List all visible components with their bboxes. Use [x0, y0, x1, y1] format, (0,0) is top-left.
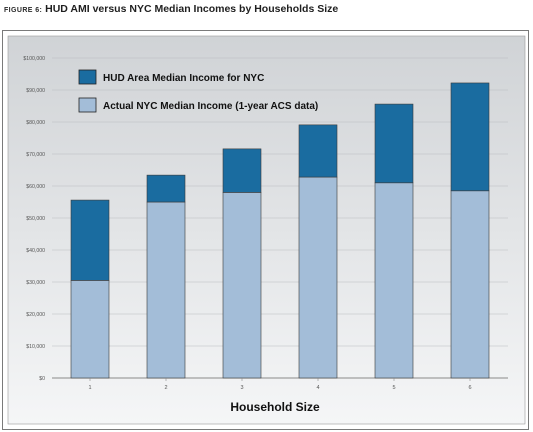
- legend-swatch-hud-ami: [78, 69, 97, 85]
- bar-hud-ami: [450, 82, 490, 192]
- bar-hud-ami: [146, 174, 186, 203]
- x-tick-label: 2: [164, 385, 167, 391]
- x-tick-label: 6: [468, 385, 471, 391]
- legend-swatch-actual-nyc-income: [78, 97, 97, 113]
- figure-number: FIGURE 6:: [4, 7, 43, 14]
- bar-hud-ami: [222, 148, 262, 193]
- y-tick-label: $40,000: [26, 248, 45, 254]
- bar-actual-nyc-income: [374, 182, 414, 379]
- bar-hud-ami: [70, 199, 110, 281]
- y-tick-label: $0: [39, 376, 45, 382]
- y-tick-label: $30,000: [26, 280, 45, 286]
- y-tick-label: $80,000: [26, 120, 45, 126]
- y-tick-labels: $0 $10,000 $20,000 $30,000 $40,000 $50,000 $60…: [23, 56, 45, 382]
- y-tick-label: $10,000: [26, 344, 45, 350]
- bar-actual-nyc-income: [146, 201, 186, 379]
- y-tick-label: $60,000: [26, 184, 45, 190]
- chart-frame: [2, 30, 529, 430]
- x-tick-label: 5: [392, 385, 395, 391]
- bar-actual-nyc-income: [70, 280, 110, 379]
- figure-title-text: HUD AMI versus NYC Median Incomes by Hou…: [45, 3, 339, 15]
- bar-actual-nyc-income: [222, 192, 262, 379]
- y-tick-label: $70,000: [26, 152, 45, 158]
- bar-actual-nyc-income: [450, 190, 490, 379]
- x-tick-label: 3: [240, 385, 243, 391]
- x-tick-label: 1: [88, 385, 91, 391]
- gridlines: [52, 57, 508, 379]
- x-tick-label: 4: [316, 385, 319, 391]
- y-tick-label: $100,000: [23, 56, 45, 62]
- x-tick-labels: 1 2 3 4 5 6: [88, 378, 472, 391]
- figure-title: FIGURE 6: HUD AMI versus NYC Median Inco…: [4, 3, 338, 15]
- y-tick-label: $90,000: [26, 88, 45, 94]
- bar-actual-nyc-income: [298, 176, 338, 379]
- legend-label: HUD Area Median Income for NYC: [103, 73, 264, 84]
- legend: HUD Area Median Income for NYC Actual NYC…: [78, 69, 318, 113]
- y-tick-label: $20,000: [26, 312, 45, 318]
- y-tick-label: $50,000: [26, 216, 45, 222]
- x-axis-title: Household Size: [230, 400, 320, 414]
- bars: [70, 82, 490, 379]
- legend-label: Actual NYC Median Income (1-year ACS dat…: [103, 101, 318, 112]
- bar-hud-ami: [298, 124, 338, 178]
- bar-hud-ami: [374, 103, 414, 184]
